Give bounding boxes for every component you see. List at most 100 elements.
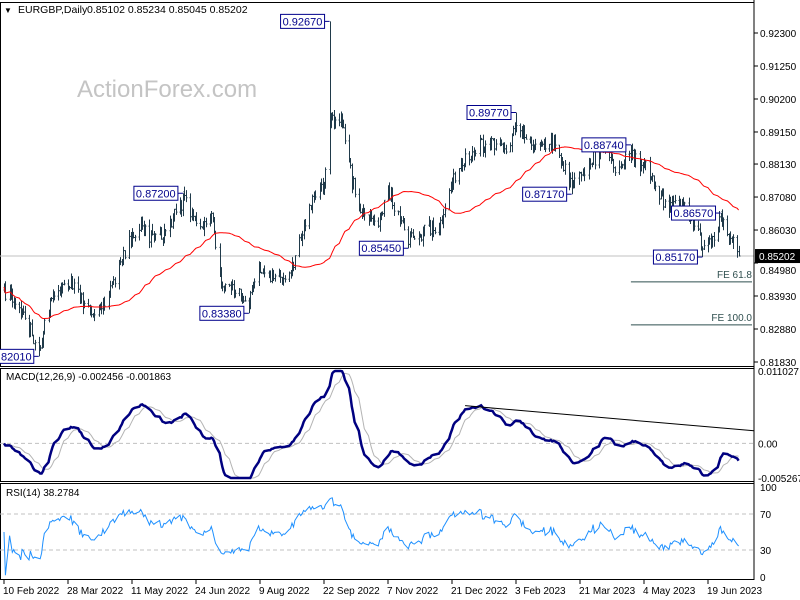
price-bar <box>39 345 42 351</box>
price-bar <box>519 123 522 138</box>
annotation-box[interactable] <box>652 249 698 265</box>
price-bar <box>548 143 551 152</box>
price-bar <box>18 301 21 314</box>
price-bar <box>708 235 711 245</box>
price-bar <box>63 279 66 286</box>
price-bar <box>244 295 247 302</box>
price-bar <box>349 157 352 169</box>
annotation-box[interactable] <box>581 137 627 153</box>
rsi-line <box>3 497 739 576</box>
price-bar <box>83 300 86 309</box>
price-bar <box>234 289 237 298</box>
price-bar <box>654 181 657 192</box>
price-bar <box>304 218 307 232</box>
price-bar <box>311 194 314 214</box>
price-bar <box>148 219 151 249</box>
annotation-box[interactable] <box>522 186 568 202</box>
price-bar <box>260 271 263 274</box>
price-bar <box>612 158 615 173</box>
x-axis-label: 21 Dec 2022 <box>451 586 508 597</box>
ohlc-values: 0.85102 0.85234 0.85045 0.85202 <box>87 4 248 16</box>
price-axis-label: 0.84980 <box>760 266 797 277</box>
price-bar <box>444 203 447 218</box>
price-bar <box>288 271 291 283</box>
price-bar <box>144 224 147 237</box>
annotation-box[interactable] <box>466 105 512 121</box>
price-bar <box>397 210 400 216</box>
price-bar <box>298 234 301 258</box>
price-bar <box>442 208 445 229</box>
annotation-label: 0.87170 <box>525 189 565 201</box>
price-axis-label: 0.91250 <box>760 62 797 73</box>
price-bar <box>205 217 208 228</box>
price-bar <box>195 212 198 227</box>
price-bar <box>292 261 295 272</box>
annotation-box[interactable] <box>0 348 35 364</box>
price-bar <box>138 223 141 241</box>
price-axis-label: 0.90200 <box>760 95 797 106</box>
price-bar <box>573 172 576 189</box>
fib-extension-label: FE 100.0 <box>711 313 752 324</box>
price-bar <box>509 142 512 153</box>
x-axis-label: 28 Mar 2022 <box>67 586 124 597</box>
price-axis-label: 0.82880 <box>760 325 797 336</box>
annotation-box[interactable] <box>133 185 179 201</box>
price-bar <box>703 239 706 251</box>
price-bar <box>112 276 115 286</box>
annotation-box[interactable] <box>280 13 326 29</box>
price-bar <box>22 305 25 316</box>
annotation-label: 0.85170 <box>655 252 695 264</box>
price-bar <box>180 199 183 217</box>
price-bar <box>624 150 627 170</box>
price-bar <box>495 139 498 151</box>
price-bar <box>253 278 256 289</box>
price-bar <box>480 137 483 141</box>
price-bar <box>674 194 677 204</box>
price-bar <box>474 149 477 157</box>
price-bar <box>238 288 241 297</box>
annotation-label: 0.82010 <box>0 351 32 363</box>
price-bar <box>50 297 53 302</box>
price-bar <box>324 167 327 189</box>
price-bar <box>170 218 173 228</box>
price-bar <box>558 144 561 159</box>
price-axis-label: 0.88130 <box>760 160 797 171</box>
price-bar <box>228 283 231 287</box>
price-bar <box>471 145 474 162</box>
price-bar <box>393 202 396 217</box>
price-pane[interactable]: 0.92300 0.91250 0.90200 0.89150 0.88130 0.870… <box>0 2 800 370</box>
x-axis: 10 Feb 2022 28 Mar 2022 11 May 2022 24 Jun … <box>3 0 762 597</box>
price-bar <box>93 308 96 322</box>
price-axis-label: 0.83930 <box>760 292 797 303</box>
price-bar <box>621 163 624 169</box>
price-bar <box>274 273 277 282</box>
price-bar <box>352 176 355 190</box>
price-axis-label: 0.92300 <box>760 29 797 40</box>
price-bar <box>279 269 282 283</box>
price-bar <box>729 231 732 245</box>
price-bar <box>141 216 144 230</box>
dropdown-arrow-icon[interactable]: ▼ <box>4 6 12 15</box>
price-bar <box>189 193 192 223</box>
price-bar <box>100 301 103 315</box>
price-bar <box>203 216 206 237</box>
price-bar <box>320 178 323 192</box>
current-price-label: 0.85202 <box>759 252 796 263</box>
price-bar <box>628 150 631 162</box>
annotation-box[interactable] <box>358 240 404 256</box>
price-bar <box>249 290 252 310</box>
price-bar <box>269 270 272 283</box>
price-bar <box>718 211 721 233</box>
annotation-box[interactable] <box>199 305 245 321</box>
price-bar <box>551 132 554 154</box>
annotation-box[interactable] <box>671 205 717 221</box>
price-bar <box>151 223 154 236</box>
annotation-label: 0.89770 <box>469 108 509 120</box>
price-bar <box>185 190 188 203</box>
macd-trendline[interactable] <box>465 405 755 432</box>
price-bar <box>569 172 572 188</box>
price-bar <box>32 334 35 345</box>
price-bar <box>109 280 112 298</box>
macd-title: MACD(12,26,9) -0.002456 -0.001863 <box>6 372 172 383</box>
price-bar <box>697 220 700 232</box>
